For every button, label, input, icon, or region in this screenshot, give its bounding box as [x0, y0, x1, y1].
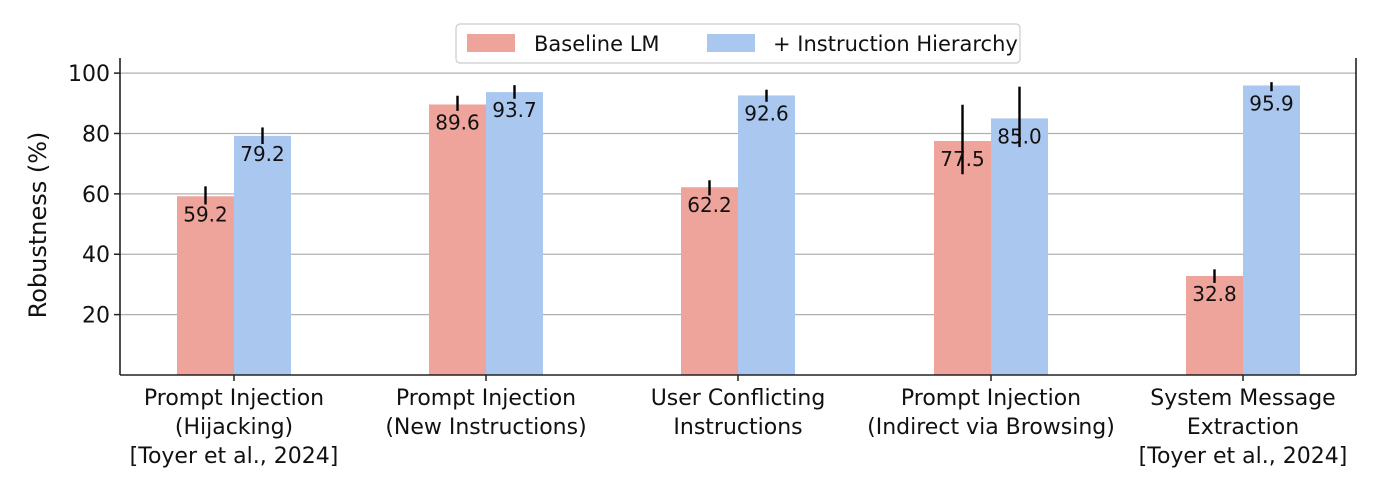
x-tick-label: (Indirect via Browsing)	[867, 415, 1115, 440]
bar	[934, 141, 991, 375]
bar	[234, 135, 291, 375]
y-tick-label: 100	[68, 62, 110, 87]
x-tick-label: System Message	[1150, 386, 1335, 411]
y-tick-label: 20	[82, 304, 110, 329]
bar	[681, 187, 738, 375]
bar	[738, 95, 795, 375]
x-tick-label: [Toyer et al., 2024]	[130, 444, 339, 469]
data-label: 32.8	[1192, 282, 1237, 306]
bar	[1243, 85, 1300, 376]
data-label: 93.7	[492, 98, 537, 122]
bars: 59.2 89.6 62.2 77.5 32.8 79.2 93.7 92.6 85.0 95.9	[177, 82, 1300, 376]
bar	[1186, 275, 1243, 375]
data-label: 62.2	[687, 193, 732, 217]
data-label: 85.0	[997, 124, 1042, 148]
bar	[429, 104, 486, 375]
x-tick-label: Prompt Injection	[396, 386, 576, 411]
y-axis-label: Robustness (%)	[24, 132, 52, 319]
bar	[486, 92, 543, 375]
x-tick-label: Extraction	[1187, 415, 1299, 440]
y-tick-label: 80	[82, 122, 110, 147]
data-label: 59.2	[183, 202, 228, 226]
legend-swatch	[707, 34, 755, 52]
x-category-labels: Prompt Injection (Hijacking) [Toyer et al.…	[130, 375, 1348, 469]
data-label: 95.9	[1249, 91, 1294, 115]
x-tick-label: (New Instructions)	[385, 415, 586, 440]
x-tick-label: User Conflicting	[651, 386, 826, 411]
x-tick-label: [Toyer et al., 2024]	[1139, 444, 1348, 469]
y-tick-label: 40	[82, 243, 110, 268]
data-label: 77.5	[940, 147, 985, 171]
x-tick-label: Instructions	[673, 415, 802, 440]
data-label: 89.6	[435, 110, 480, 134]
legend: Baseline LM + Instruction Hierarchy	[455, 23, 1021, 64]
x-tick-label: Prompt Injection	[144, 386, 324, 411]
bar	[177, 196, 234, 375]
y-ticks: 20 40 60 80 100	[68, 62, 120, 329]
data-label: 92.6	[744, 101, 789, 125]
x-tick-label: (Hijacking)	[175, 415, 293, 440]
legend-label: Baseline LM	[534, 32, 660, 56]
legend-swatch	[467, 34, 515, 52]
y-tick-label: 60	[82, 183, 110, 208]
data-label: 79.2	[240, 142, 285, 166]
bar	[991, 118, 1048, 375]
x-tick-label: Prompt Injection	[901, 386, 1081, 411]
legend-label: + Instruction Hierarchy	[773, 32, 1018, 56]
